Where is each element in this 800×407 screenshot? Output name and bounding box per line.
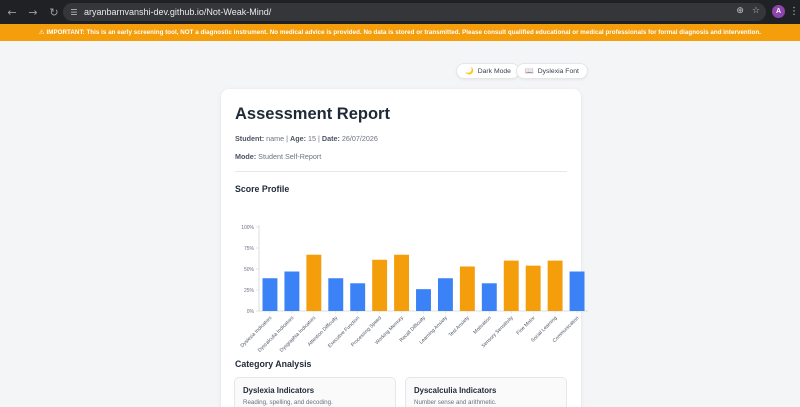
chart-bar [481, 283, 497, 311]
mode-info: Mode: Student Self-Report [235, 152, 321, 161]
zoom-icon[interactable]: ⊕ [736, 6, 744, 16]
category-card-title: Dyscalculia Indicators [414, 386, 497, 395]
category-card-dyslexia: Dyslexia Indicators Reading, spelling, a… [234, 377, 396, 407]
moon-icon: 🌙 [465, 67, 474, 75]
chart-bar [525, 265, 541, 311]
separator: | [318, 134, 320, 143]
category-card-dyscalculia: Dyscalculia Indicators Number sense and … [405, 377, 567, 407]
x-tick-label: Test Anxiety [448, 315, 471, 338]
dyslexia-font-button[interactable]: 📖 Dyslexia Font [516, 63, 588, 79]
url-domain: aryanbarnvanshi-dev.github.io [84, 7, 204, 17]
chart-bar [328, 278, 344, 311]
separator: | [286, 134, 289, 143]
disclaimer-banner: ⚠ IMPORTANT: This is an early screening … [0, 24, 800, 41]
chart-bar [350, 283, 366, 311]
y-tick-label: 100% [241, 225, 254, 231]
dyslexia-font-label: Dyslexia Font [537, 67, 579, 75]
age-label: Age: [290, 134, 306, 143]
date-value: 26/07/2026 [341, 134, 378, 143]
disclaimer-text: IMPORTANT: This is an early screening to… [46, 29, 762, 36]
reload-icon[interactable]: ↻ [49, 5, 59, 19]
y-tick-label: 25% [244, 288, 255, 294]
student-info: Student: name | Age: 15 | Date: 26/07/20… [235, 134, 378, 143]
forward-arrow-icon[interactable]: → [28, 5, 38, 19]
browser-toolbar: ← → ↻ ☰ aryanbarnvanshi-dev.github.io/No… [0, 0, 800, 24]
category-card-desc: Reading, spelling, and decoding. [243, 399, 333, 406]
age-value: 15 [308, 134, 316, 143]
category-analysis-heading: Category Analysis [235, 359, 312, 369]
y-tick-label: 50% [244, 267, 255, 273]
y-tick-label: 75% [244, 246, 255, 252]
profile-avatar[interactable]: A [772, 5, 785, 18]
student-label: Student: [235, 134, 265, 143]
chart-bar [459, 266, 475, 311]
book-icon: 📖 [525, 67, 534, 75]
divider [235, 171, 567, 172]
dark-mode-label: Dark Mode [477, 67, 511, 75]
warning-icon: ⚠ [38, 29, 45, 36]
report-card: Assessment Report Student: name | Age: 1… [221, 89, 588, 407]
student-value: name [266, 134, 285, 143]
chart-bar [416, 289, 431, 311]
page-title: Assessment Report [235, 105, 390, 123]
chart-bar [284, 271, 300, 311]
browser-menu-icon[interactable]: ⋮ [789, 6, 799, 17]
category-card-title: Dyslexia Indicators [243, 386, 315, 395]
category-card-desc: Number sense and arithmetic. [414, 399, 497, 406]
chart-bar [547, 260, 563, 311]
y-tick-label: 0% [247, 309, 255, 315]
address-bar[interactable]: ☰ aryanbarnvanshi-dev.github.io/Not-Weak… [63, 3, 766, 21]
bookmark-star-icon[interactable]: ☆ [751, 6, 760, 16]
chart-bar [372, 259, 388, 311]
score-profile-heading: Score Profile [235, 184, 290, 194]
score-profile-chart: 0%25%50%75%100%Dyslexia IndicatorsDyscal… [239, 225, 588, 354]
mode-label: Mode: [235, 152, 257, 161]
chart-bar [262, 278, 278, 311]
chart-bar [306, 254, 322, 311]
dark-mode-button[interactable]: 🌙 Dark Mode [456, 63, 520, 79]
chart-bar [503, 260, 519, 311]
url-text: aryanbarnvanshi-dev.github.io/Not-Weak-M… [84, 7, 271, 17]
back-arrow-icon[interactable]: ← [7, 5, 17, 19]
site-settings-icon[interactable]: ☰ [70, 7, 78, 17]
chart-bar [394, 254, 410, 311]
url-path: /Not-Weak-Mind/ [203, 7, 272, 17]
chart-bar [437, 278, 453, 311]
date-label: Date: [321, 134, 340, 143]
x-tick-label: Fine Motor [515, 315, 536, 336]
chart-bar [569, 271, 585, 311]
x-tick-label: Motivation [472, 315, 493, 336]
mode-value: Student Self-Report [258, 152, 322, 161]
